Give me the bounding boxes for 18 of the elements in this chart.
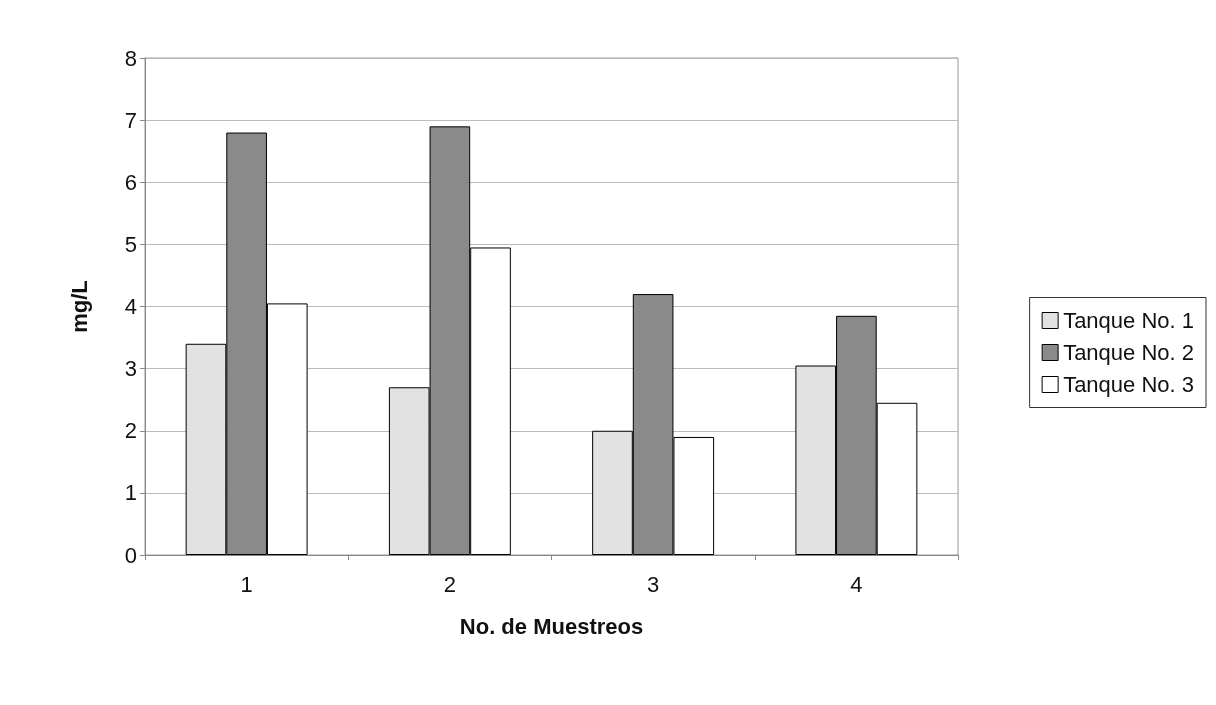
y-tick-label: 5 xyxy=(124,231,137,257)
y-axis-title: mg/L xyxy=(66,280,92,333)
y-tick-label: 2 xyxy=(124,418,137,444)
x-tick-label: 4 xyxy=(850,571,863,597)
y-tick-label: 8 xyxy=(124,45,137,71)
legend-label: Tanque No. 2 xyxy=(1063,340,1194,365)
y-tick-label: 4 xyxy=(124,294,137,319)
x-tick-label: 2 xyxy=(443,571,456,597)
x-tick-label: 3 xyxy=(647,571,660,597)
y-tick-label: 3 xyxy=(124,356,137,382)
legend-label: Tanque No. 1 xyxy=(1063,308,1194,333)
y-tick-label: 7 xyxy=(124,107,137,133)
legend-label: Tanque No. 3 xyxy=(1063,372,1194,397)
x-axis-title: No. de Muestreos xyxy=(459,613,644,639)
x-tick-label: 1 xyxy=(240,571,253,597)
y-tick-label: 1 xyxy=(124,480,137,506)
y-tick-label: 0 xyxy=(124,542,137,568)
y-tick-label: 6 xyxy=(124,169,137,195)
